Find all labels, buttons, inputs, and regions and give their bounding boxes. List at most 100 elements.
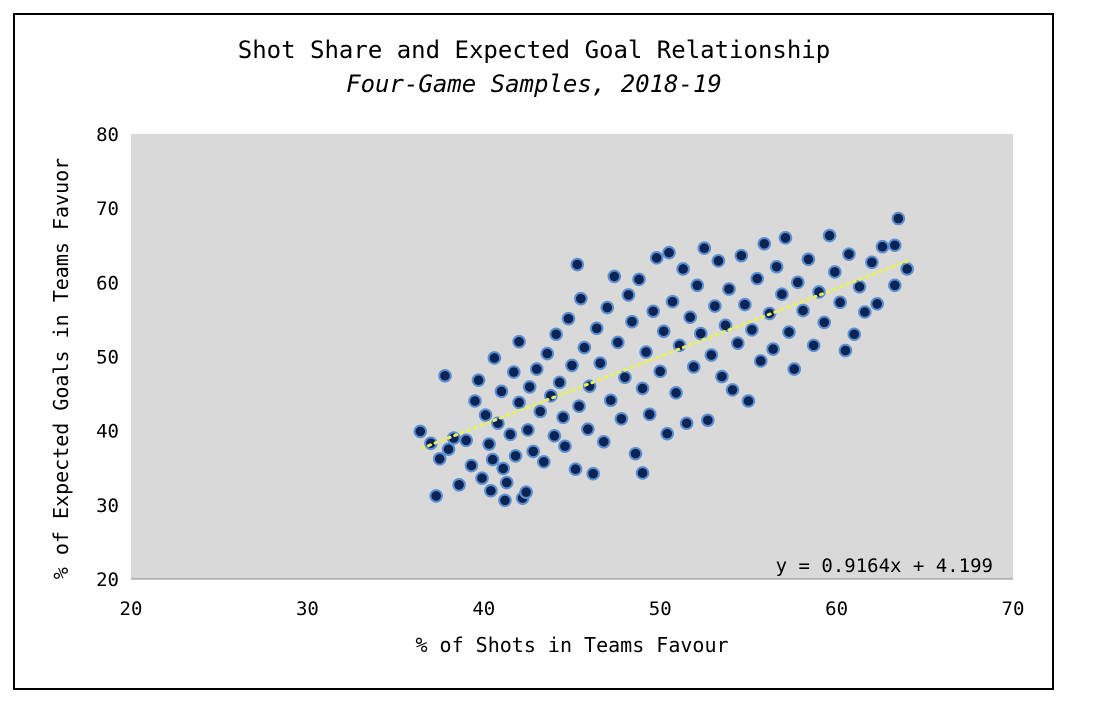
data-point	[459, 433, 473, 448]
data-point	[891, 211, 906, 226]
data-point	[704, 348, 719, 362]
data-point	[838, 343, 853, 358]
x-tick-label: 40	[472, 598, 495, 620]
data-point	[529, 362, 544, 376]
data-point	[738, 297, 752, 312]
data-point	[429, 489, 443, 503]
data-point	[693, 326, 708, 341]
y-tick-label: 20	[96, 569, 119, 591]
data-point	[656, 324, 671, 339]
data-point	[870, 297, 884, 311]
data-point	[568, 462, 583, 477]
data-point	[796, 303, 810, 318]
data-point	[888, 238, 902, 253]
data-point	[686, 360, 701, 374]
data-point	[847, 327, 862, 342]
data-point	[628, 446, 643, 461]
data-point	[475, 471, 489, 485]
plot-area	[131, 134, 1013, 579]
data-point	[621, 288, 636, 302]
trendline-equation: y = 0.9164x + 4.199	[776, 555, 993, 577]
data-point	[766, 342, 780, 356]
data-point	[552, 375, 567, 390]
x-tick-label: 70	[1002, 598, 1025, 620]
data-point	[565, 358, 579, 373]
data-point	[649, 251, 664, 265]
data-point	[842, 247, 856, 261]
data-point	[646, 304, 660, 319]
data-point	[676, 262, 690, 276]
data-point	[533, 404, 548, 419]
data-point	[731, 336, 745, 350]
data-point	[665, 294, 680, 309]
x-tick-label: 60	[825, 598, 848, 620]
data-point	[822, 228, 837, 243]
data-point	[715, 369, 729, 384]
y-tick-label: 40	[96, 421, 119, 443]
data-point	[679, 416, 694, 431]
y-tick-label: 50	[96, 347, 119, 369]
data-point	[669, 386, 683, 400]
y-tick-label: 60	[96, 272, 119, 294]
data-point	[858, 305, 872, 319]
y-axis-title: % of Expected Goals in Teams Favuor	[49, 158, 73, 579]
data-point	[775, 287, 789, 302]
data-point	[600, 300, 615, 315]
data-point	[653, 364, 668, 379]
data-points	[413, 211, 914, 508]
data-point	[607, 269, 622, 284]
y-axis-ticks: 20 30 40 50 60 70 80	[96, 124, 119, 591]
data-point	[589, 321, 604, 336]
data-point	[503, 427, 518, 442]
data-point	[711, 254, 726, 268]
data-point	[438, 368, 452, 383]
data-point	[558, 439, 572, 454]
data-point	[750, 271, 765, 286]
data-point	[496, 461, 511, 476]
data-point	[487, 351, 502, 365]
data-point	[769, 259, 784, 274]
data-point	[635, 466, 650, 480]
data-point	[660, 426, 675, 441]
data-point	[549, 327, 563, 342]
data-point	[697, 241, 712, 256]
data-point	[586, 466, 600, 481]
x-tick-label: 30	[296, 598, 319, 620]
data-point	[801, 252, 816, 267]
data-point	[865, 255, 879, 270]
data-point	[556, 410, 570, 425]
data-point	[547, 429, 562, 443]
data-point	[432, 452, 447, 466]
data-point	[635, 381, 650, 396]
data-point	[512, 395, 526, 410]
data-point	[596, 434, 611, 449]
data-point	[577, 340, 592, 355]
y-tick-label: 80	[96, 124, 119, 146]
data-point	[614, 412, 629, 426]
data-point	[478, 408, 493, 422]
data-point	[639, 345, 653, 359]
data-point	[632, 272, 646, 287]
data-point	[745, 323, 759, 337]
data-point	[778, 231, 793, 245]
data-point	[662, 245, 676, 260]
data-point	[484, 483, 498, 498]
x-axis-title: % of Shots in Teams Favour	[415, 633, 728, 657]
data-point	[806, 338, 821, 353]
y-tick-label: 30	[96, 495, 119, 517]
data-point	[526, 444, 540, 459]
data-point	[642, 407, 657, 422]
data-point	[441, 442, 456, 457]
data-point	[725, 383, 740, 397]
data-point	[521, 423, 535, 437]
y-tick-label: 70	[96, 198, 119, 220]
data-point	[828, 265, 842, 279]
data-point	[790, 275, 805, 290]
x-tick-label: 50	[649, 598, 672, 620]
data-point	[512, 334, 526, 349]
trendline	[420, 259, 909, 450]
data-point	[581, 422, 595, 436]
data-point	[611, 335, 625, 350]
data-point	[683, 310, 697, 324]
data-point	[625, 314, 639, 329]
